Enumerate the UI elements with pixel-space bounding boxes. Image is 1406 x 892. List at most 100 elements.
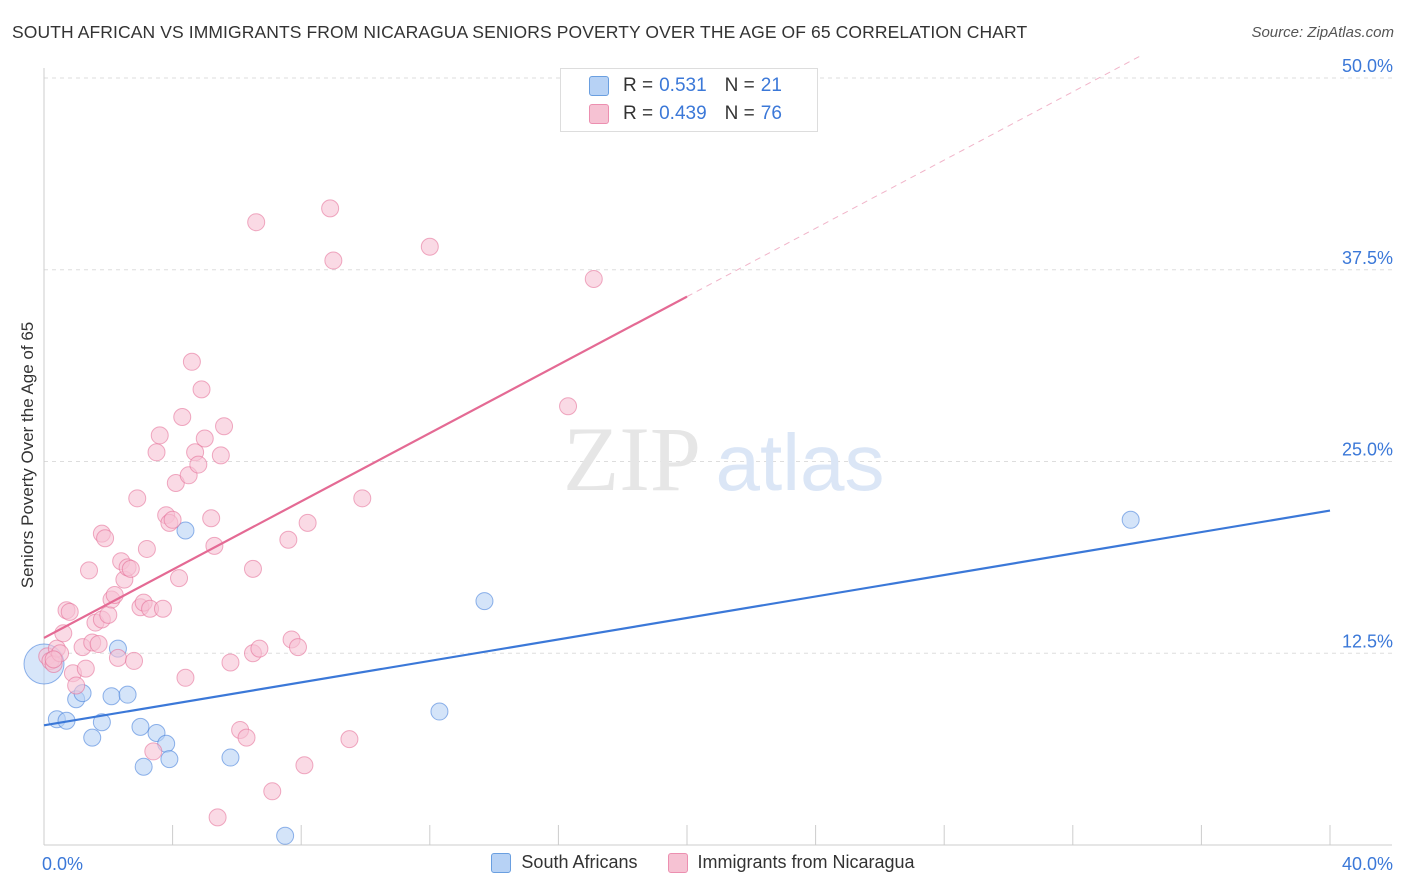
data-point <box>584 269 603 288</box>
data-point <box>215 417 234 436</box>
data-point <box>208 808 227 827</box>
legend-swatch-pink <box>589 104 609 124</box>
data-point <box>211 446 230 465</box>
data-point <box>192 380 211 399</box>
data-point <box>128 489 147 508</box>
data-point <box>279 530 298 549</box>
trend-extension-1 <box>686 54 1143 298</box>
data-point <box>221 653 240 672</box>
data-point <box>125 651 144 670</box>
y-tick-label: 25.0% <box>1342 440 1393 460</box>
legend-r-label: R = <box>623 103 654 124</box>
data-point <box>182 352 201 371</box>
legend-label-nicaragua: Immigrants from Nicaragua <box>697 852 915 872</box>
data-point <box>221 748 240 767</box>
legend-r-value: 0.531 <box>659 75 707 96</box>
data-point <box>195 429 214 448</box>
legend-n-label: N = <box>724 103 755 124</box>
legend-r-value: 0.439 <box>659 103 707 124</box>
data-point <box>121 559 140 578</box>
legend-row-nicaragua: R = 0.439 N = 76 <box>589 101 782 127</box>
y-tick-label: 37.5% <box>1342 248 1393 268</box>
data-point <box>96 529 115 548</box>
data-point <box>147 443 166 462</box>
data-point <box>340 730 359 749</box>
tick-layer: 12.5% 25.0% 37.5% 50.0% 0.0% 40.0% <box>42 56 1393 874</box>
data-point <box>298 513 317 532</box>
data-point <box>559 397 578 416</box>
data-point <box>176 521 195 540</box>
data-point <box>108 648 127 667</box>
data-point <box>131 717 150 736</box>
data-point <box>173 408 192 427</box>
series-layer <box>23 199 1140 845</box>
legend-item-nicaragua: Immigrants from Nicaragua <box>667 852 915 873</box>
data-point <box>137 539 156 558</box>
data-point <box>237 728 256 747</box>
data-point <box>353 489 372 508</box>
legend-n-label: N = <box>724 75 755 96</box>
y-axis-label: Seniors Poverty Over the Age of 65 <box>18 321 37 589</box>
legend-swatch-blue <box>491 852 512 873</box>
legend-label-south-africans: South Africans <box>521 852 638 872</box>
data-point <box>288 638 307 657</box>
data-point <box>67 676 86 695</box>
data-point <box>80 561 99 580</box>
watermark: ZIP atlas <box>563 408 884 510</box>
data-point <box>153 599 172 618</box>
data-point <box>44 650 63 669</box>
x-tick-label: 0.0% <box>42 854 83 874</box>
legend-swatch-pink <box>667 852 688 873</box>
y-tick-label: 50.0% <box>1342 56 1393 76</box>
chart-title: SOUTH AFRICAN VS IMMIGRANTS FROM NICARAG… <box>12 22 1028 42</box>
trend-layer <box>43 54 1331 727</box>
correlation-legend: R = 0.531 N = 21 R = 0.439 N = 76 <box>560 68 818 132</box>
data-point <box>247 213 266 232</box>
legend-row-south-africans: R = 0.531 N = 21 <box>589 73 782 99</box>
series-1 <box>38 199 603 827</box>
data-point <box>250 639 269 658</box>
data-point <box>263 782 282 801</box>
x-tick-label: 40.0% <box>1342 854 1393 874</box>
data-point <box>60 602 79 621</box>
data-point <box>276 826 295 845</box>
data-point <box>134 757 153 776</box>
data-point <box>324 251 343 270</box>
data-point <box>1121 510 1140 529</box>
data-point <box>83 728 102 747</box>
data-point <box>170 569 189 588</box>
y-tick-label: 12.5% <box>1342 631 1393 651</box>
data-point <box>420 237 439 256</box>
data-point <box>189 455 208 474</box>
legend-swatch-blue <box>589 76 609 96</box>
series-legend: South Africans Immigrants from Nicaragua <box>0 852 1406 873</box>
data-point <box>243 559 262 578</box>
data-point <box>163 510 182 529</box>
data-point <box>160 750 179 769</box>
trend-line-0 <box>43 509 1331 727</box>
data-point <box>321 199 340 218</box>
data-point <box>176 668 195 687</box>
data-point <box>102 687 121 706</box>
watermark-zip: ZIP <box>563 408 701 510</box>
data-point <box>295 756 314 775</box>
axes-layer <box>43 68 1392 846</box>
data-point <box>475 592 494 611</box>
data-point <box>144 742 163 761</box>
data-point <box>92 713 111 732</box>
legend-n-value: 21 <box>760 75 782 96</box>
legend-item-south-africans: South Africans <box>491 852 638 873</box>
trend-line-1 <box>43 295 688 639</box>
legend-n-value: 76 <box>760 103 782 124</box>
chart-source: Source: ZipAtlas.com <box>1251 24 1394 41</box>
data-point <box>89 635 108 654</box>
watermark-atlas: atlas <box>716 418 885 507</box>
data-point <box>150 426 169 445</box>
data-point <box>99 605 118 624</box>
legend-r-label: R = <box>623 75 654 96</box>
data-point <box>430 702 449 721</box>
data-point <box>118 685 137 704</box>
data-point <box>202 509 221 528</box>
data-point <box>76 659 95 678</box>
